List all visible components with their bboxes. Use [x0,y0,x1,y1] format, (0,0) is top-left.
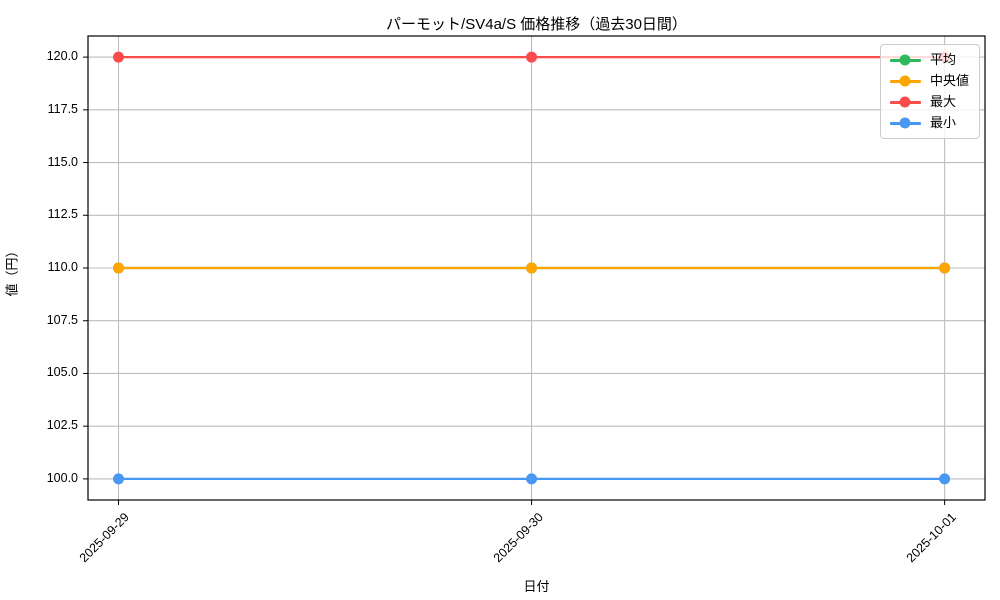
y-tick-label: 102.5 [46,418,78,433]
legend-line-icon [889,94,921,110]
legend-item-min: 最小 [889,115,969,131]
legend-item-median: 中央値 [889,73,969,89]
legend-line-icon [889,73,921,89]
y-tick-label: 110.0 [47,260,78,274]
legend-label: 中央値 [929,73,969,88]
y-tick-label: 112.5 [47,207,78,222]
legend: 平均 中央値 最大 最小 [879,44,980,139]
y-tick-label: 117.5 [47,101,78,116]
legend-item-max: 最大 [889,94,969,110]
legend-line-icon [889,52,921,68]
chart-title: パーモット/SV4a/S 価格推移（過去30日間） [386,16,687,33]
legend-label: 最大 [929,94,956,109]
y-tick-label: 105.0 [46,365,78,380]
x-axis-label: 日付 [523,579,550,594]
legend-item-mean: 平均 [889,52,969,68]
y-tick-label: 115.0 [47,154,78,169]
y-tick-label: 120.0 [46,49,78,64]
legend-line-icon [889,115,921,131]
legend-label: 最小 [929,115,956,130]
y-tick-label: 107.5 [46,312,78,327]
y-tick-label: 100.0 [46,470,78,485]
legend-label: 平均 [929,52,956,67]
